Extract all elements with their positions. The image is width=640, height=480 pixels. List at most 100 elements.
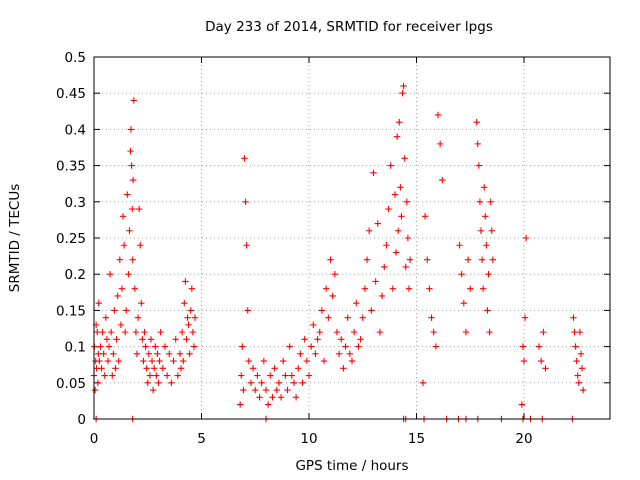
data-point — [247, 379, 255, 386]
data-point — [403, 198, 411, 205]
data-point — [180, 357, 187, 365]
data-point — [277, 394, 285, 401]
x-tick-label: 10 — [300, 431, 317, 447]
data-point — [240, 386, 247, 394]
data-point — [146, 372, 154, 379]
x-tick-label: 5 — [197, 431, 206, 447]
data-point — [163, 372, 171, 379]
data-point — [405, 285, 413, 292]
data-point — [190, 343, 198, 350]
data-point — [288, 372, 295, 379]
data-point — [153, 372, 160, 379]
data-point — [320, 357, 328, 365]
data-point — [267, 372, 274, 379]
data-point — [159, 365, 166, 372]
data-point — [460, 299, 467, 307]
x-tick-label: 0 — [90, 431, 99, 447]
data-point — [258, 379, 265, 386]
data-point — [467, 285, 474, 292]
data-point — [141, 328, 148, 336]
data-point — [101, 372, 108, 379]
data-point — [434, 111, 442, 119]
data-point — [95, 350, 102, 358]
data-point — [391, 191, 399, 198]
data-point — [303, 357, 311, 365]
data-point — [118, 285, 126, 292]
data-point — [112, 365, 119, 372]
y-tick-labels: 0 0.05 0.1 0.15 0.2 0.25 0.3 0.35 0.4 0.45 0.5 — [56, 50, 86, 428]
data-point — [487, 198, 494, 205]
data-point — [147, 336, 155, 343]
data-point — [181, 299, 188, 307]
data-point — [132, 328, 140, 336]
data-point — [144, 379, 151, 386]
data-point — [481, 184, 488, 191]
data-point — [168, 379, 175, 386]
data-point — [436, 140, 444, 148]
data-point — [353, 299, 360, 307]
data-point — [290, 379, 298, 386]
data-point — [115, 357, 122, 365]
data-point — [243, 242, 250, 249]
data-point — [577, 350, 585, 358]
data-point — [432, 343, 440, 350]
data-point — [350, 328, 358, 336]
data-point — [342, 343, 349, 350]
data-point — [286, 343, 293, 350]
data-point — [114, 292, 121, 300]
data-point — [462, 328, 470, 336]
data-point — [271, 365, 278, 372]
data-point — [485, 271, 492, 278]
data-point — [262, 386, 270, 394]
data-point — [154, 350, 161, 358]
data-point — [148, 357, 156, 365]
data-point — [482, 213, 489, 220]
data-point — [464, 256, 472, 263]
data-point — [264, 401, 272, 408]
data-point — [94, 328, 101, 336]
data-point — [370, 169, 377, 177]
data-point — [177, 365, 185, 372]
data-point — [170, 357, 177, 365]
data-point — [478, 256, 486, 263]
data-point — [116, 256, 123, 263]
data-point — [540, 328, 547, 336]
data-point — [576, 328, 584, 336]
data-point — [519, 343, 527, 350]
data-point — [242, 198, 249, 205]
data-point — [172, 336, 179, 343]
y-tick-label: 0.5 — [65, 50, 86, 66]
data-point — [133, 350, 141, 358]
data-point — [131, 285, 139, 292]
data-point — [97, 343, 104, 350]
data-point — [305, 372, 313, 379]
data-point — [363, 256, 371, 263]
data-point — [383, 242, 390, 249]
data-point — [138, 299, 145, 307]
data-point — [399, 90, 406, 97]
data-point — [344, 314, 351, 321]
data-point — [254, 372, 261, 379]
data-point — [361, 285, 369, 292]
data-point — [191, 314, 199, 321]
data-point — [346, 350, 354, 358]
x-tick-label: 15 — [408, 431, 425, 447]
data-point — [329, 292, 336, 300]
data-point — [374, 220, 381, 227]
y-tick-label: 0.25 — [56, 231, 86, 247]
data-point — [127, 126, 135, 133]
data-point — [323, 285, 330, 292]
data-point — [145, 350, 153, 358]
data-point — [297, 350, 304, 358]
data-point — [152, 343, 159, 350]
data-point — [484, 307, 491, 314]
data-point — [575, 379, 583, 386]
data-point — [316, 328, 323, 336]
data-point — [244, 307, 251, 314]
data-point — [355, 343, 362, 350]
data-point — [156, 357, 163, 365]
data-point — [393, 133, 401, 140]
data-point — [99, 328, 106, 336]
data-point — [366, 227, 373, 234]
data-point — [130, 97, 137, 104]
